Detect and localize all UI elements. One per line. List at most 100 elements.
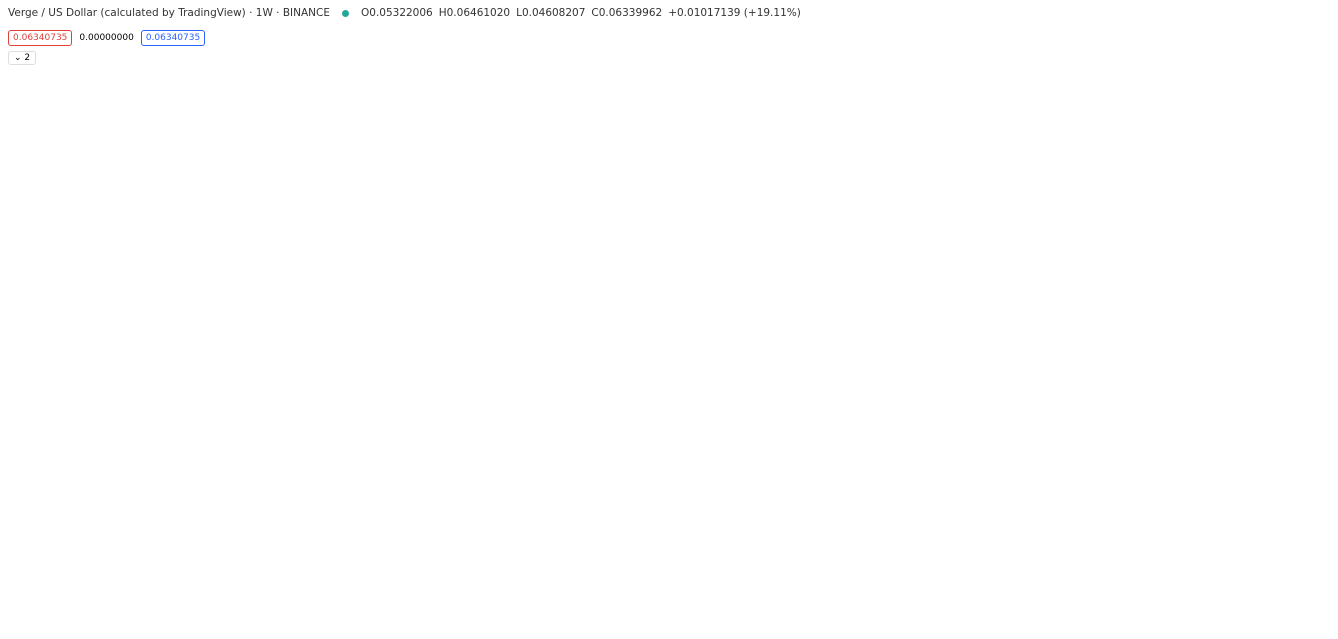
candle-body [945, 499, 951, 504]
y-tick-label: 0.32000000 [1270, 58, 1321, 68]
candle-body [502, 507, 508, 510]
candle-body [528, 507, 534, 511]
candle-body [485, 497, 490, 506]
candle-body [511, 507, 516, 511]
y-tick-label: 0.10000000 [1270, 370, 1321, 380]
candle-body [285, 502, 291, 508]
candle-body [537, 509, 543, 512]
indicators-count: 2 [24, 53, 31, 63]
candle-body [615, 506, 621, 509]
indicators-toggle[interactable]: ⌄ 2 [8, 51, 37, 65]
candle-body [989, 452, 994, 475]
candle-body [607, 503, 612, 508]
candle-body [442, 493, 447, 501]
candle-body [450, 493, 456, 501]
y-tick-label: -0.00000000 [1270, 512, 1324, 522]
y-tick-label: 0.12000000 [1270, 342, 1321, 352]
candle-body [789, 513, 794, 516]
candle-body [997, 438, 1003, 454]
currency-box[interactable] [1285, 9, 1307, 23]
candle-body [624, 507, 629, 511]
y-tick-label: -0.02000000 [1270, 541, 1324, 551]
x-tick-label: 2020 [729, 613, 749, 622]
candle-body [728, 512, 734, 514]
candle-body [893, 510, 899, 513]
candle-body [424, 485, 430, 489]
candle-body [980, 473, 985, 482]
candle-body [798, 512, 803, 515]
x-tick-label: May [1020, 613, 1037, 622]
ohlc-close: C0.06339962 [591, 7, 663, 19]
candle-body [268, 503, 273, 506]
candle-body [746, 509, 751, 512]
candle-body [520, 507, 525, 511]
currency: USD [1287, 13, 1306, 23]
candle-body [494, 505, 499, 509]
y-tick-label: 0.16000000 [1270, 285, 1321, 295]
candle-body [685, 510, 690, 513]
candle-body [902, 510, 907, 513]
candle-body [346, 409, 351, 432]
hline-label: 0.09121262 [1268, 383, 1325, 393]
candle-body [676, 512, 681, 514]
y-tick-label: 0.04000000 [1270, 456, 1321, 466]
candle-body [277, 503, 282, 508]
candle-body [468, 495, 473, 498]
buy-box[interactable]: 0.06340735 [140, 30, 206, 46]
candle-body [954, 493, 959, 501]
y-tick-label: 0.34000000 [1270, 30, 1321, 40]
candle-body [250, 505, 256, 509]
y-tick-label: 0.02000000 [1270, 484, 1321, 494]
candle-body [858, 507, 864, 511]
x-tick-label: Sep [1095, 613, 1110, 622]
x-tick-label: May [803, 613, 820, 622]
candle-body [650, 510, 655, 513]
candle-body [546, 509, 551, 512]
candle-body [850, 507, 855, 511]
ohlc-low: L0.04608207 [516, 7, 586, 19]
candle-body [737, 510, 742, 513]
x-tick-label: Sep [660, 613, 675, 622]
candle-body [641, 510, 647, 513]
candle-body [702, 512, 708, 514]
y-tick-label: 0.14000000 [1270, 314, 1321, 324]
x-tick-label: 2021 [947, 613, 967, 622]
sell-box[interactable]: 0.06340735 [8, 30, 73, 46]
header: Verge / US Dollar (calculated by Trading… [8, 7, 801, 19]
candle-body [416, 480, 421, 486]
y-tick-label: 0.08000000 [1270, 399, 1321, 409]
settings-icon[interactable]: ⚙ [1292, 613, 1304, 628]
y-tick-label: 0.18000000 [1270, 257, 1321, 267]
ohlc-high: H0.06461020 [438, 7, 511, 19]
last-price-label: 0.06339962 [1270, 422, 1321, 432]
candle-body [459, 493, 464, 496]
candle-body [372, 402, 377, 418]
candle-body [389, 445, 395, 461]
candle-body [242, 505, 247, 509]
candle-body [311, 147, 317, 234]
spread: 0.00000000 [79, 33, 134, 43]
candle-body [363, 402, 369, 461]
candle-body [337, 374, 343, 411]
candle-body [659, 510, 664, 513]
candle-body [633, 509, 638, 512]
ohlc-change: +0.01017139 (+19.11%) [668, 7, 801, 19]
status-dot [342, 9, 349, 17]
candle-body [780, 513, 786, 516]
countdown: 4d 11h [1270, 432, 1300, 442]
x-tick-label: Sep [443, 613, 458, 622]
candle-body [754, 509, 760, 513]
y-tick-label: 0.28000000 [1270, 115, 1321, 125]
candle-body [719, 512, 725, 514]
candle-body [919, 509, 925, 512]
x-tick-label: May [586, 613, 603, 622]
price-boxes: 0.06340735 0.00000000 0.06340735 [8, 30, 206, 46]
candle-body [476, 496, 482, 499]
candle-body [1006, 438, 1012, 447]
x-tick-label: Sep [878, 613, 893, 622]
candle-body [259, 505, 265, 509]
symbol-title: Verge / US Dollar (calculated by Trading… [8, 7, 330, 19]
candle-body [824, 509, 829, 512]
candle-body [937, 502, 942, 509]
